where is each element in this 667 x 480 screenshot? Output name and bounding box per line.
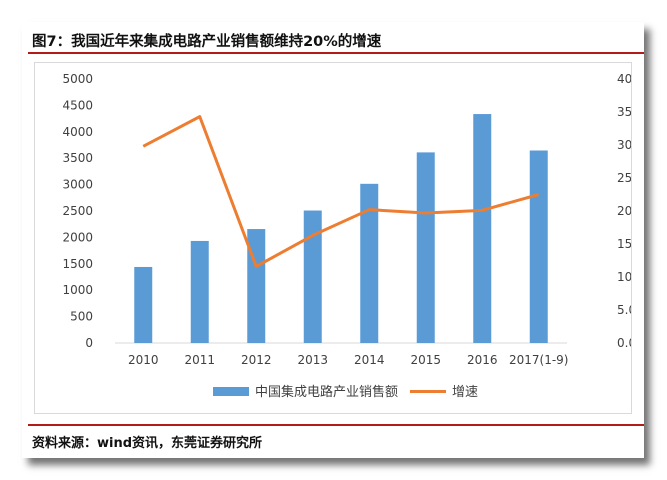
figure-card: 图7：我国近年来集成电路产业销售额维持20%的增速 0 500 1000 1500 20… — [22, 22, 655, 458]
y-right-tick-label: 35.0% — [617, 105, 631, 119]
y-right-tick-label: 25.0% — [617, 171, 631, 185]
x-tick-label: 2015 — [410, 353, 441, 367]
legend-bar-swatch — [213, 387, 249, 396]
y-right-tick-label: 10.0% — [617, 270, 631, 284]
bar — [360, 183, 379, 343]
growth-line — [142, 115, 540, 268]
y-right-tick-label: 20.0% — [617, 204, 631, 218]
chart-area: 0 500 1000 1500 2000 2500 3000 3500 4000 4500 5000… — [34, 62, 655, 414]
x-tick-label: 2010 — [128, 353, 159, 367]
x-tick-label: 2012 — [241, 353, 272, 367]
bar — [303, 210, 322, 343]
x-tick-label: 2016 — [467, 353, 498, 367]
bar — [134, 266, 153, 343]
bar — [473, 114, 492, 343]
chart-svg: 0 500 1000 1500 2000 2500 3000 3500 4000 4500 5000… — [62, 72, 655, 400]
y-left-tick-label: 3500 — [62, 151, 93, 165]
bar — [190, 240, 209, 343]
source-note: 资料来源：wind资讯，东莞证券研究所 — [32, 436, 263, 451]
title-rule — [28, 52, 644, 54]
y-left-tick-label: 5000 — [62, 72, 93, 86]
bar — [416, 152, 435, 343]
y-left-tick-label: 500 — [70, 310, 93, 324]
y-left-tick-label: 2500 — [62, 204, 93, 218]
y-left-tick-label: 1000 — [62, 283, 93, 297]
figure-title: 图7：我国近年来集成电路产业销售额维持20%的增速 — [32, 34, 382, 50]
bar — [529, 150, 548, 343]
y-right-tick-label: 0.0% — [617, 336, 631, 350]
y-right-tick-label: 30.0% — [617, 138, 631, 152]
x-tick-label: 2013 — [297, 353, 328, 367]
y-right-tick-label: 40.0% — [617, 72, 631, 86]
source-rule — [28, 424, 644, 426]
y-left-tick-label: 2000 — [62, 230, 93, 244]
y-left-tick-label: 0 — [85, 336, 93, 350]
legend-bar-label: 中国集成电路产业销售额 — [255, 384, 398, 400]
y-left-tick-label: 4000 — [62, 125, 93, 139]
y-left-tick-label: 4500 — [62, 98, 93, 112]
y-right-tick-label: 5.0% — [617, 303, 631, 317]
y-right-tick-label: 15.0% — [617, 237, 631, 251]
y-left-tick-label: 1500 — [62, 257, 93, 271]
x-tick-label: 2011 — [184, 353, 215, 367]
x-tick-label: 2017(1-9) — [509, 353, 569, 367]
legend-line-label: 增速 — [452, 385, 478, 400]
x-tick-label: 2014 — [354, 353, 385, 367]
y-left-tick-label: 3000 — [62, 178, 93, 192]
